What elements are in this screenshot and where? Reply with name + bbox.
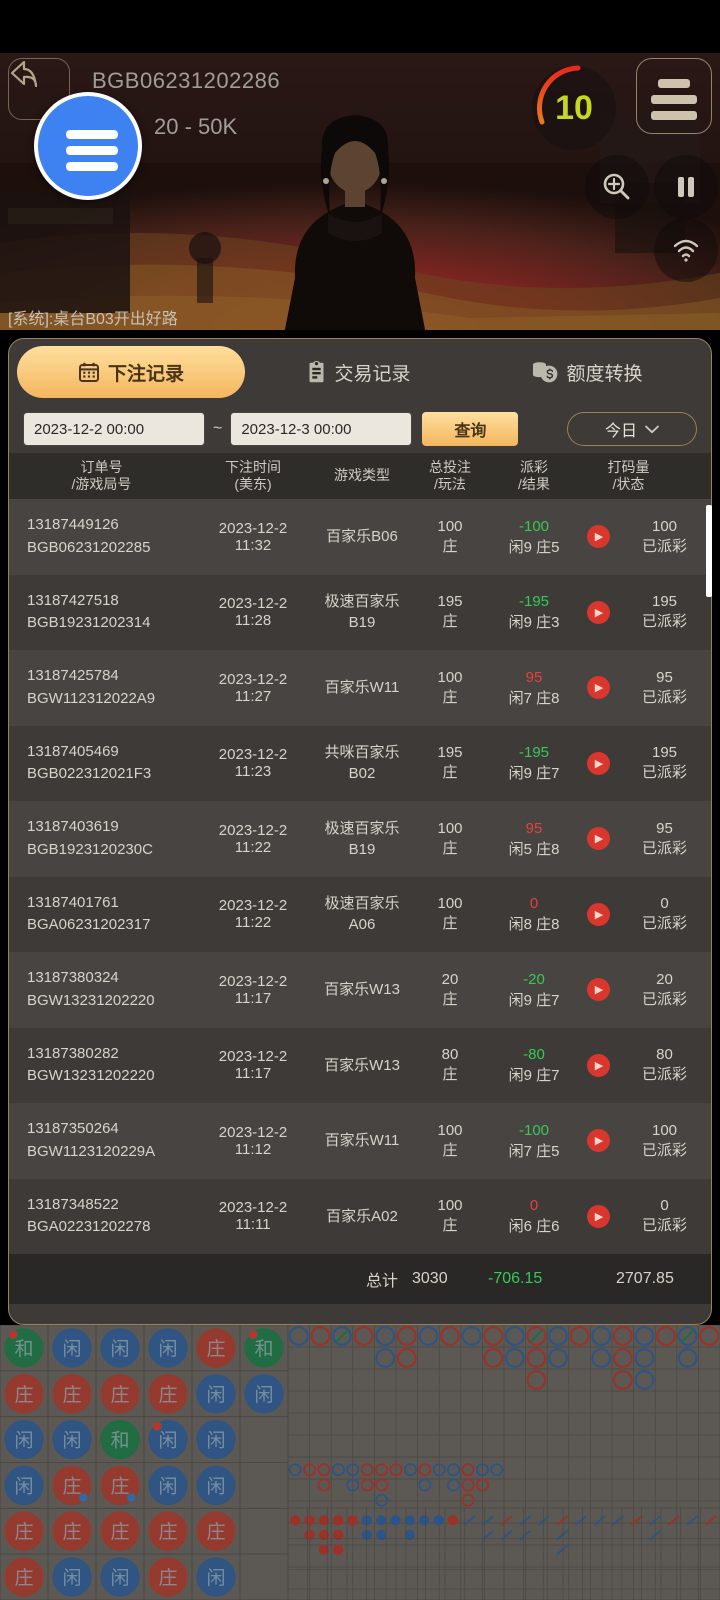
- svg-text:庄: 庄: [158, 1521, 177, 1543]
- svg-text:庄: 庄: [14, 1521, 33, 1543]
- svg-text:闲: 闲: [110, 1567, 129, 1589]
- svg-text:闲: 闲: [110, 1338, 129, 1360]
- svg-text:庄: 庄: [206, 1521, 225, 1543]
- svg-text:闲: 闲: [14, 1475, 33, 1497]
- svg-text:闲: 闲: [158, 1430, 177, 1452]
- svg-text:闲: 闲: [62, 1567, 81, 1589]
- svg-text:庄: 庄: [62, 1384, 81, 1406]
- svg-text:闲: 闲: [206, 1430, 225, 1452]
- svg-text:庄: 庄: [158, 1567, 177, 1589]
- svg-text:庄: 庄: [110, 1475, 129, 1497]
- svg-text:和: 和: [14, 1338, 33, 1360]
- svg-text:闲: 闲: [206, 1567, 225, 1589]
- svg-text:闲: 闲: [254, 1384, 273, 1406]
- svg-text:庄: 庄: [110, 1384, 129, 1406]
- svg-text:庄: 庄: [62, 1521, 81, 1543]
- svg-text:庄: 庄: [14, 1567, 33, 1589]
- svg-text:庄: 庄: [206, 1338, 225, 1360]
- svg-text:庄: 庄: [110, 1521, 129, 1543]
- svg-text:闲: 闲: [62, 1338, 81, 1360]
- svg-text:闲: 闲: [206, 1475, 225, 1497]
- svg-text:闲: 闲: [158, 1338, 177, 1360]
- svg-text:和: 和: [110, 1430, 129, 1452]
- svg-text:闲: 闲: [158, 1475, 177, 1497]
- svg-text:闲: 闲: [14, 1430, 33, 1452]
- svg-text:庄: 庄: [158, 1384, 177, 1406]
- svg-text:和: 和: [254, 1338, 273, 1360]
- svg-text:庄: 庄: [14, 1384, 33, 1406]
- svg-text:闲: 闲: [62, 1430, 81, 1452]
- svg-text:庄: 庄: [62, 1475, 81, 1497]
- svg-text:闲: 闲: [206, 1384, 225, 1406]
